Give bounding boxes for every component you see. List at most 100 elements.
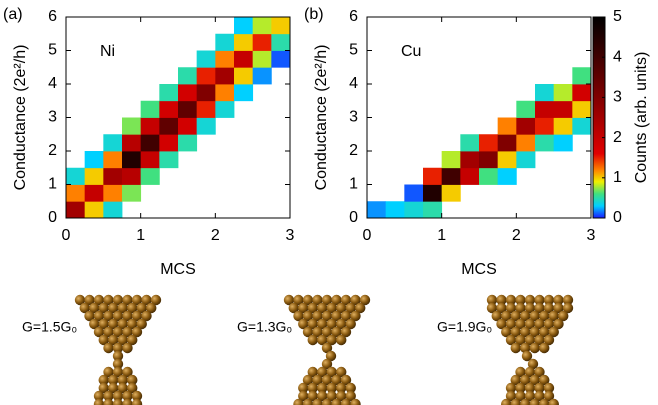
atom [501, 310, 512, 322]
heatmap-cell [553, 134, 573, 152]
atom [288, 302, 299, 314]
atom [331, 398, 342, 405]
y-tick-label: 0 [349, 209, 358, 226]
atom [520, 310, 531, 322]
heatmap-cell [140, 117, 160, 135]
atom [553, 318, 564, 330]
heatmap-cell [535, 134, 555, 152]
atom [340, 398, 352, 405]
structure-label: G=1.5G₀ [22, 319, 77, 335]
heatmap-cell [215, 33, 235, 51]
atom [355, 302, 366, 314]
atom [302, 310, 314, 322]
atom [336, 318, 347, 330]
atom [336, 302, 347, 314]
atom [496, 302, 507, 314]
atom [93, 390, 105, 402]
atom [307, 334, 318, 346]
atom [548, 310, 559, 322]
atom [524, 302, 536, 314]
heatmap-cell [441, 167, 461, 185]
atom [529, 398, 540, 405]
x-tick-label: 2 [512, 227, 521, 244]
atom [103, 398, 114, 405]
atom [527, 358, 539, 370]
atom [312, 294, 323, 306]
atom [326, 318, 337, 330]
atom [505, 334, 517, 346]
atom [515, 318, 526, 330]
atom [543, 390, 555, 402]
atom [524, 366, 536, 378]
atom [103, 326, 114, 338]
heatmap-cell [122, 167, 142, 185]
atom [534, 334, 545, 346]
heatmap-cell [66, 167, 86, 185]
atom [131, 326, 143, 338]
atom [505, 382, 517, 394]
y-tick-label: 3 [48, 109, 57, 126]
atom [539, 326, 550, 338]
heatmap-cell [66, 184, 86, 202]
heatmap-cell [234, 17, 254, 35]
atom [93, 326, 105, 338]
x-tick-label: 2 [211, 227, 220, 244]
atom [345, 382, 356, 394]
atom [293, 294, 304, 306]
atom [298, 390, 309, 402]
atom [98, 374, 109, 386]
atom [543, 294, 555, 306]
heatmap-cell [103, 134, 123, 152]
heatmap-cell [215, 100, 235, 118]
atom [543, 382, 555, 394]
atom [510, 342, 521, 354]
atom [501, 326, 512, 338]
y-tick-label: 1 [349, 176, 358, 193]
atom [558, 310, 569, 322]
y-tick-label: 4 [349, 75, 358, 92]
heatmap-cell [252, 17, 272, 35]
atom [117, 382, 128, 394]
atom [122, 342, 133, 354]
atom [548, 398, 559, 405]
atom [103, 390, 114, 402]
panel-material: Cu [401, 43, 421, 60]
x-tick-label: 3 [587, 227, 596, 244]
atom [331, 294, 342, 306]
heatmap-cell [252, 67, 272, 85]
atom [515, 382, 526, 394]
atom [321, 310, 333, 322]
heatmap-cell [196, 50, 216, 68]
atom [548, 326, 559, 338]
atom [98, 334, 109, 346]
atom [496, 318, 507, 330]
y-tick-label: 6 [349, 8, 358, 25]
atom [543, 334, 555, 346]
atom [74, 294, 86, 306]
atom [321, 326, 333, 338]
y-tick-label: 5 [48, 42, 57, 59]
atom [340, 374, 352, 386]
heatmap-cell [140, 134, 160, 152]
atom [326, 390, 337, 402]
x-tick-label: 3 [286, 227, 295, 244]
atom [122, 366, 133, 378]
atom [501, 398, 512, 405]
heatmap-cell [423, 167, 443, 185]
atom [336, 334, 347, 346]
y-axis-label: Conductance (2e²/h) [313, 45, 330, 191]
atom [539, 342, 550, 354]
heatmap-cell [140, 167, 160, 185]
heatmap-cell [178, 117, 198, 135]
atom [321, 358, 333, 370]
heatmap-cell [423, 184, 443, 202]
heatmap-cell [196, 117, 216, 135]
heatmap-cell [423, 201, 443, 219]
x-tick-label: 1 [437, 227, 446, 244]
heatmap-cell [572, 117, 592, 135]
heatmap-cell [367, 201, 387, 219]
atom [350, 398, 361, 405]
atom [317, 318, 328, 330]
heatmap-cell [271, 50, 291, 68]
atom [336, 390, 347, 402]
